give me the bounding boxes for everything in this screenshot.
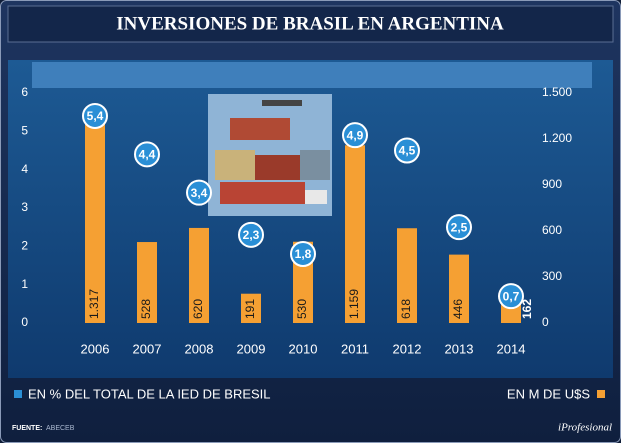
marker-label: 0,7 (503, 289, 520, 303)
bar-label: 446 (451, 299, 465, 319)
marker-label: 4,9 (347, 128, 364, 142)
marker-label: 2,3 (243, 228, 260, 242)
x-tick-label: 2008 (185, 341, 214, 356)
header-strip (32, 62, 592, 88)
tick-label: 3 (21, 200, 28, 214)
legend-swatch (14, 390, 22, 398)
bar-label: 1.159 (347, 289, 361, 319)
tick-label: 600 (542, 223, 562, 237)
bar-label: 1.317 (87, 289, 101, 319)
x-tick-label: 2011 (341, 341, 369, 356)
x-tick-label: 2007 (133, 341, 162, 356)
tick-label: 900 (542, 177, 562, 191)
bar-label: 530 (295, 299, 309, 319)
tick-label: 1.200 (542, 131, 572, 145)
marker (394, 137, 420, 164)
tick-label: 300 (542, 269, 562, 283)
tick-label: 2 (21, 239, 28, 253)
marker-label: 4,4 (139, 148, 156, 162)
title-bar (7, 5, 614, 43)
bar-label: 191 (243, 299, 257, 319)
legend-label: EN % DEL TOTAL DE LA IED DE BRESIL (28, 386, 271, 401)
bar (345, 145, 365, 323)
bar-label: 528 (139, 299, 153, 319)
photo (208, 94, 332, 216)
bar (85, 121, 105, 323)
bar-label: 618 (399, 299, 413, 319)
marker (342, 122, 368, 149)
marker (498, 283, 524, 310)
bar (241, 293, 261, 323)
bar-label: 162 (520, 299, 534, 319)
marker (290, 241, 316, 267)
marker (82, 103, 108, 129)
marker (134, 141, 160, 168)
tick-label: 1.500 (542, 85, 572, 99)
x-tick-label: 2010 (289, 341, 318, 356)
bar-label: 620 (191, 299, 205, 319)
marker-label: 5,4 (87, 109, 104, 123)
legend-label: EN M DE U$S (507, 386, 590, 401)
bar (189, 227, 209, 323)
marker-label: 3,4 (191, 186, 208, 200)
bar (449, 254, 469, 323)
tick-label: 6 (21, 85, 28, 99)
tick-label: 4 (21, 162, 28, 176)
brand: iProfesional (558, 422, 612, 434)
x-tick-label: 2013 (445, 341, 474, 356)
marker-label: 4,5 (399, 144, 416, 158)
tick-label: 5 (21, 124, 28, 138)
marker (446, 214, 472, 241)
tick-label: 0 (542, 315, 549, 329)
marker-label: 2,5 (451, 220, 468, 234)
chart-title: INVERSIONES DE BRASIL EN ARGENTINA (116, 13, 504, 34)
source: ABECEB (46, 425, 75, 432)
bar (397, 228, 417, 323)
x-tick-label: 2014 (497, 341, 526, 356)
bar (137, 242, 157, 323)
x-tick-label: 2009 (237, 341, 266, 356)
x-tick-label: 2012 (393, 341, 422, 356)
source-label: FUENTE: (12, 425, 42, 432)
tick-label: 1 (21, 277, 28, 291)
tick-label: 0 (21, 315, 28, 329)
marker (186, 179, 212, 206)
marker (238, 221, 264, 248)
legend-swatch (597, 390, 605, 398)
marker-label: 1,8 (295, 247, 312, 261)
x-tick-label: 2006 (81, 341, 110, 356)
